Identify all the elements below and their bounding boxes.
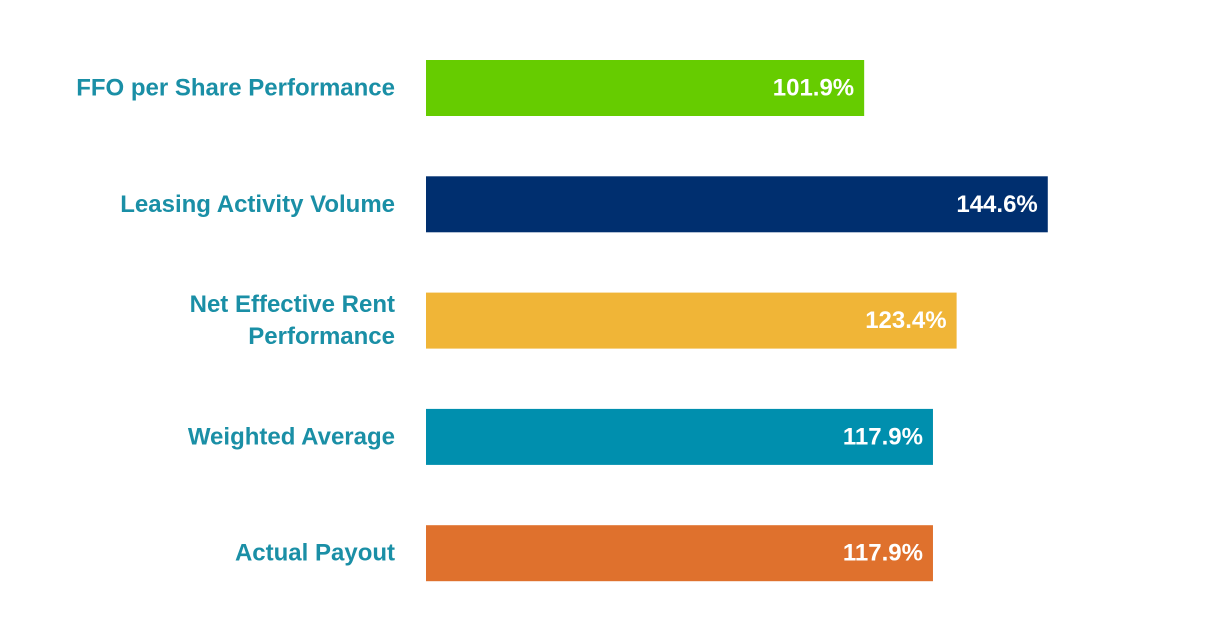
value-label-weighted-average: 117.9% [843,423,923,450]
category-labels: FFO per Share Performance Leasing Activit… [76,75,395,567]
bar-actual-payout [426,525,933,582]
category-label-net-effective-rent-performance-line-2: Performance [248,323,395,350]
value-label-actual-payout: 117.9% [843,540,923,567]
category-label-ffo-per-share-performance: FFO per Share Performance [76,75,395,102]
bar-ffo-per-share-performance [426,60,865,116]
bar-weighted-average [426,408,933,465]
category-label-net-effective-rent-performance-line-1: Net Effective Rent [190,291,395,318]
bar-leasing-activity-volume [426,176,1048,233]
category-label-actual-payout: Actual Payout [235,540,395,567]
category-label-weighted-average: Weighted Average [188,423,395,450]
category-label-leasing-activity-volume: Leasing Activity Volume [120,191,395,218]
value-label-ffo-per-share-performance: 101.9% [773,75,854,102]
bar-net-effective-rent-performance [426,292,957,349]
value-label-net-effective-rent-performance: 123.4% [865,307,946,334]
value-labels: 101.9% 144.6% 123.4% 117.9% 117.9% [773,75,1038,567]
value-label-leasing-activity-volume: 144.6% [956,191,1037,218]
bars-layer [426,60,1048,582]
